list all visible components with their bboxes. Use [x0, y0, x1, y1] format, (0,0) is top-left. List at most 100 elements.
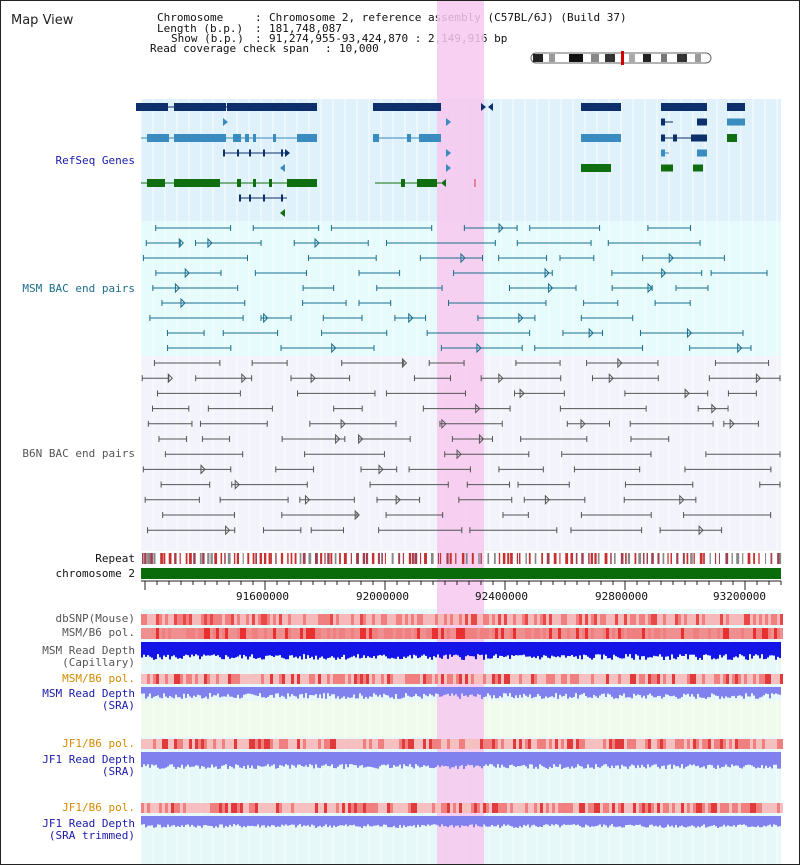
repeat-element [247, 553, 250, 564]
gene-exon [174, 134, 226, 142]
read-depth-bar [491, 816, 493, 825]
heat-cell [732, 674, 735, 684]
read-depth-bar [393, 642, 395, 659]
read-depth-bar [561, 752, 563, 769]
read-depth-bar [211, 816, 213, 827]
read-depth-bar [759, 752, 761, 768]
read-depth-bar [711, 687, 713, 694]
read-depth-bar [647, 752, 649, 765]
b6n-bac-end-pairs[interactable] [141, 357, 781, 536]
heat-cell [672, 803, 675, 813]
read-depth-bar [667, 642, 669, 657]
read-depth-bar [597, 687, 599, 698]
read-depth-bar [453, 687, 455, 696]
heat-cell [519, 674, 522, 684]
repeat-element [725, 553, 729, 564]
heat-cell [204, 803, 207, 813]
read-depth-bar [719, 752, 721, 769]
heat-cell [654, 674, 657, 684]
heat-cell [675, 739, 678, 749]
refseq-genes[interactable] [136, 103, 745, 217]
heat-cell [645, 739, 648, 749]
read-depth-bar [413, 752, 415, 769]
heat-cell [261, 614, 264, 625]
read-depth-bar [161, 816, 163, 828]
read-depth-bar [611, 687, 613, 697]
repeat-element [455, 553, 457, 564]
read-depth-bar [171, 642, 173, 657]
read-depth-bar [699, 642, 701, 658]
read-depth-bar [287, 816, 289, 826]
read-depth-bar [205, 687, 207, 697]
read-depth-bar [609, 687, 611, 695]
heat-cell [330, 739, 333, 749]
read-depth-bar [561, 816, 563, 826]
heat-cell [381, 739, 384, 749]
repeat-element [753, 553, 755, 564]
heat-cell [216, 614, 219, 625]
read-depth-bar [739, 752, 741, 768]
msm-bac-end-pairs[interactable] [142, 222, 768, 354]
read-depth-bar [423, 687, 425, 694]
heat-cell [396, 614, 399, 625]
read-depth-bar [683, 687, 685, 694]
chromosome-ideogram[interactable] [530, 51, 712, 65]
gene-exon [673, 134, 677, 142]
heat-cell [507, 628, 510, 639]
heat-cell [168, 614, 171, 625]
heat-cell [477, 614, 480, 625]
read-depth-bar [561, 642, 563, 656]
heat-cell [717, 628, 720, 639]
read-depth-bar [665, 816, 667, 828]
gene-exon [136, 103, 168, 111]
chromosome-bar[interactable] [141, 568, 781, 579]
heat-cell [726, 739, 729, 749]
repeat-element [627, 553, 631, 564]
heat-cell [771, 628, 774, 639]
read-depth-bar [583, 752, 585, 769]
repeat-element [179, 553, 181, 564]
read-depth-bar [661, 752, 663, 766]
heat-cell [534, 614, 537, 625]
read-depth-bar [521, 752, 523, 766]
heat-cell [711, 628, 714, 639]
read-depth-bar [181, 816, 183, 826]
heat-cell [252, 803, 255, 813]
read-depth-bar [525, 642, 527, 657]
repeat-track[interactable] [142, 553, 782, 564]
heat-cell [369, 803, 372, 813]
read-depth-bar [149, 816, 151, 826]
read-depth-bar [365, 642, 367, 659]
heat-cell [633, 628, 636, 639]
heat-cell [228, 803, 231, 813]
read-depth-bar [177, 752, 179, 768]
heat-cell [339, 739, 342, 749]
read-depth-bar [439, 816, 441, 827]
read-depth-bar [379, 752, 381, 767]
heat-cell [696, 803, 699, 813]
read-depth-bar [729, 642, 731, 660]
read-depth-bar [181, 752, 183, 765]
read-depth-bar [399, 642, 401, 660]
read-depth-bar [161, 642, 163, 660]
heat-cell [282, 674, 285, 684]
heat-cell [507, 803, 510, 813]
selected-region-highlight[interactable] [437, 1, 484, 864]
read-depth-bar [717, 752, 719, 766]
heat-cell [408, 674, 411, 684]
read-depth-bar [475, 687, 477, 697]
heat-cell [150, 803, 153, 813]
polymorphism-strips[interactable] [141, 614, 783, 813]
heat-cell [729, 614, 732, 625]
read-depth-bar [609, 816, 611, 826]
read-depth-bar [499, 687, 501, 697]
read-depth-tracks[interactable] [141, 642, 781, 828]
read-depth-bar [331, 642, 333, 657]
heat-cell [291, 614, 294, 625]
read-depth-bar [141, 687, 143, 694]
read-depth-bar [505, 816, 507, 826]
heat-cell [471, 803, 474, 813]
repeat-element [391, 553, 394, 564]
heat-cell [360, 628, 363, 639]
